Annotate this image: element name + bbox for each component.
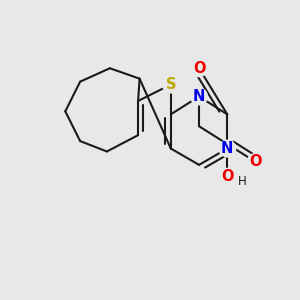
Circle shape: [191, 60, 207, 76]
Circle shape: [191, 88, 207, 105]
Text: N: N: [193, 89, 205, 104]
Text: N: N: [221, 141, 233, 156]
Text: O: O: [249, 154, 262, 169]
Circle shape: [163, 76, 179, 93]
Text: O: O: [193, 61, 205, 76]
Circle shape: [247, 154, 264, 170]
Text: O: O: [221, 169, 233, 184]
Circle shape: [219, 168, 236, 185]
Text: H: H: [238, 175, 247, 188]
Text: S: S: [166, 77, 176, 92]
Circle shape: [219, 140, 236, 157]
